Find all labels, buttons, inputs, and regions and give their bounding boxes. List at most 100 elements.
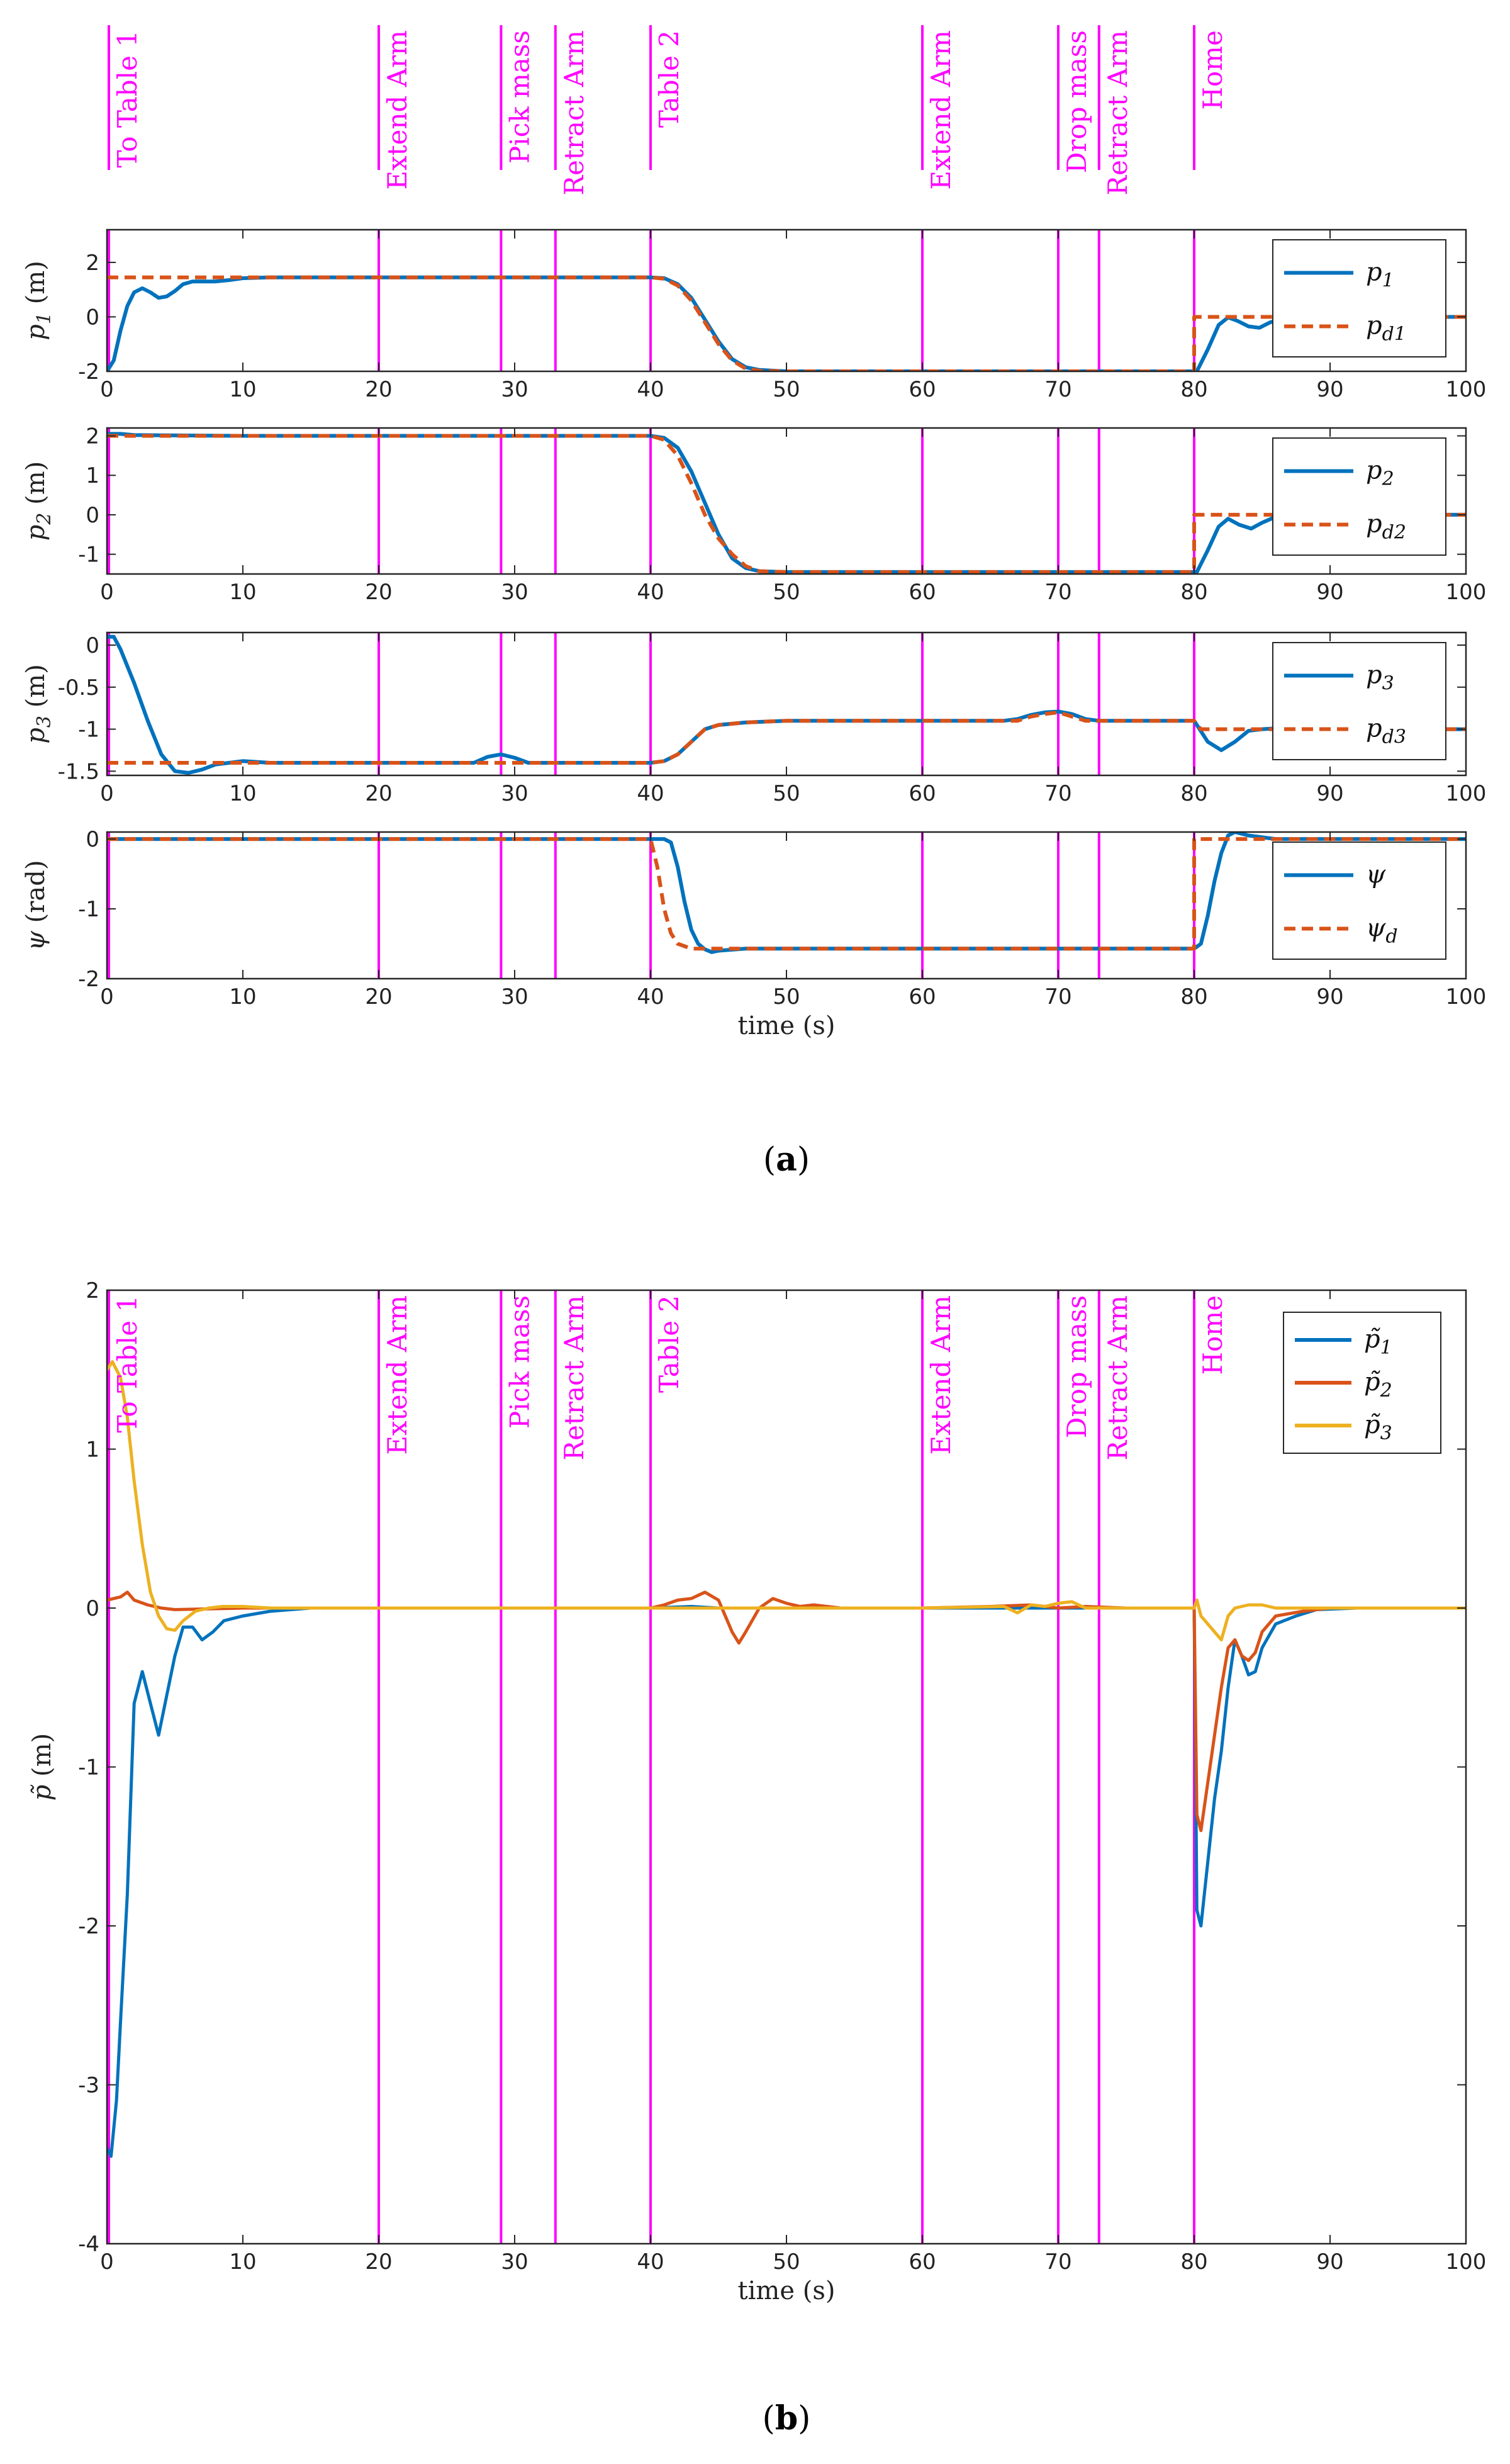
event-label-b-1: Extend Arm (382, 1295, 413, 1455)
x-tick-label: 40 (637, 580, 664, 605)
event-label-b-7: Retract Arm (1102, 1295, 1133, 1460)
event-label-b-8: Home (1197, 1295, 1228, 1375)
axes-box (106, 1289, 1467, 2245)
legend-label: p3 (1366, 661, 1394, 695)
y-tick-label: -1 (78, 543, 99, 568)
y-tick-label: 0 (86, 827, 99, 852)
x-tick-label: 20 (365, 984, 392, 1010)
x-tick-label: 60 (909, 2249, 936, 2275)
y-axis-label-symbol: p (21, 324, 50, 340)
x-tick-label: 0 (100, 580, 114, 605)
x-tick-label: 90 (1316, 2249, 1343, 2275)
x-tick-label: 80 (1180, 984, 1207, 1010)
event-label-b-6: Drop mass (1061, 1295, 1092, 1438)
y-tick-label: 0 (86, 633, 99, 658)
legend-label-name: p (1366, 456, 1382, 485)
x-tick-label: 50 (773, 377, 800, 402)
x-tick-label: 50 (773, 580, 800, 605)
y-tick-label: 2 (86, 424, 99, 449)
caption-a-letter: a (776, 1140, 797, 1179)
series-line-orange-solid (107, 1590, 1466, 1832)
legend-label-name: p̃ (1364, 1410, 1380, 1439)
x-tick-label: 70 (1044, 377, 1071, 402)
caption-a-close: ) (797, 1141, 810, 1179)
x-tick-label: 30 (501, 781, 528, 806)
y-tick-label: 0 (86, 503, 99, 528)
x-tick-label: 50 (773, 984, 800, 1010)
x-tick-label: 0 (100, 377, 114, 402)
caption-b-close: ) (798, 2400, 810, 2438)
series-line-orange-dashed (107, 837, 1466, 951)
x-axis-label: time (s) (738, 1011, 836, 1040)
x-tick-label: 70 (1044, 781, 1071, 806)
x-tick-label: 30 (501, 984, 528, 1010)
x-tick-label: 90 (1316, 580, 1343, 605)
legend-label-name: p̃ (1364, 1368, 1380, 1397)
legend-label: pd2 (1366, 510, 1406, 544)
series-line-orange-dashed (107, 434, 1466, 574)
event-label-8: Home (1197, 30, 1228, 110)
caption-b-open: ( (763, 2400, 775, 2438)
x-tick-label: 30 (501, 2249, 528, 2275)
legend-label-name: p̃ (1364, 1325, 1380, 1354)
x-tick-label: 90 (1316, 984, 1343, 1010)
x-tick-label: 20 (365, 580, 392, 605)
event-labels-b: To Table 1 Extend Arm Pick mass Retract Arm… (112, 1295, 1228, 1460)
y-axis-label-unit: (m) (28, 1733, 57, 1785)
y-axis-label-unit: (m) (21, 461, 50, 513)
series-line-blue-solid (107, 634, 1466, 775)
legend: p̃1p̃2p̃3 (1283, 1312, 1441, 1454)
caption-b-letter: b (775, 2399, 798, 2438)
x-tick-label: 80 (1180, 377, 1207, 402)
y-axis-label: ψ (rad) (21, 860, 50, 951)
caption-a: (a) (763, 1140, 810, 1179)
series-group (107, 275, 1466, 371)
caption-b: (b) (763, 2399, 811, 2438)
x-tick-label: 70 (1044, 984, 1071, 1010)
y-tick-label: -1.5 (58, 759, 99, 784)
series-line-yellow-solid (107, 1360, 1466, 1641)
x-tick-label: 10 (229, 377, 256, 402)
y-tick-label: -0.5 (58, 675, 99, 700)
x-tick-label: 60 (909, 984, 936, 1010)
y-tick-label: -3 (78, 2073, 99, 2098)
x-tick-label: 40 (637, 377, 664, 402)
y-tick-label: -2 (78, 359, 99, 385)
x-tick-label: 10 (229, 781, 256, 806)
legend-label: p̃2 (1364, 1368, 1392, 1402)
x-tick-label: 10 (229, 580, 256, 605)
x-tick-label: 0 (100, 2249, 114, 2275)
series-group (107, 832, 1466, 954)
y-axis-label-symbol: p̃ (28, 1784, 57, 1801)
x-tick-label: 60 (909, 580, 936, 605)
legend-label-sub: 2 (1382, 468, 1394, 490)
y-tick-label: 2 (86, 250, 99, 276)
x-tick-label: 10 (229, 984, 256, 1010)
x-tick-label: 100 (1446, 377, 1487, 402)
x-tick-label: 80 (1180, 2249, 1207, 2275)
y-tick-label: 0 (86, 305, 99, 330)
x-tick-label: 100 (1446, 781, 1487, 806)
y-tick-label: 0 (86, 1596, 99, 1621)
legend-label-sub: d3 (1382, 726, 1406, 748)
series-group (107, 634, 1466, 775)
x-tick-label: 30 (501, 377, 528, 402)
x-tick-label: 70 (1044, 580, 1071, 605)
axes-box (106, 831, 1467, 980)
x-tick-label: 20 (365, 377, 392, 402)
y-axis-label-symbol: p (21, 728, 50, 744)
caption-a-open: ( (763, 1141, 776, 1179)
y-axis-label-unit: (m) (21, 664, 50, 716)
event-label-6: Drop mass (1061, 30, 1092, 173)
event-label-3: Retract Arm (559, 30, 590, 195)
y-axis-label-unit: (m) (21, 261, 50, 312)
y-tick-label: -4 (78, 2232, 99, 2257)
legend-box (1272, 841, 1446, 960)
y-tick-label: 1 (86, 1437, 99, 1463)
event-label-4: Table 2 (654, 30, 685, 128)
y-tick-label: -1 (78, 717, 99, 743)
